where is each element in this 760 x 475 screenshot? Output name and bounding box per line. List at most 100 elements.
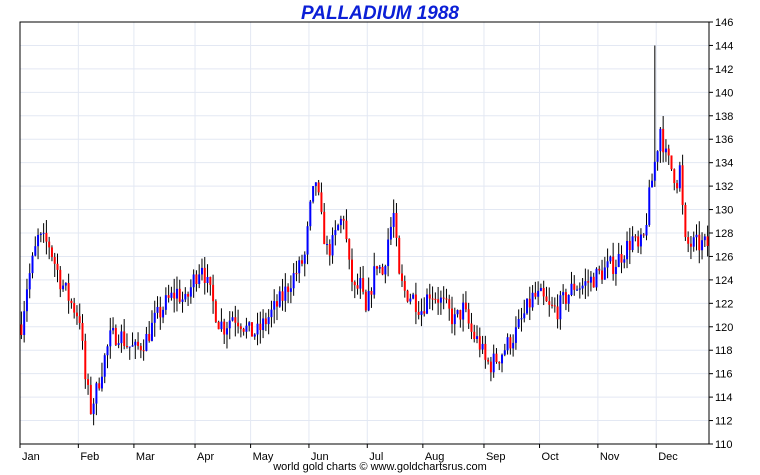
price-bar-body bbox=[217, 321, 220, 330]
price-bar-body bbox=[581, 285, 584, 289]
price-bar-body bbox=[245, 325, 248, 332]
price-bar-body bbox=[89, 384, 92, 415]
price-bar-body bbox=[551, 304, 554, 306]
price-bar-body bbox=[678, 165, 681, 189]
price-bar-body bbox=[206, 276, 209, 283]
x-tick-label: Jul bbox=[369, 451, 383, 463]
price-bar-body bbox=[462, 302, 465, 320]
price-bar-body bbox=[495, 353, 498, 363]
price-bar-body bbox=[139, 345, 142, 351]
price-bar-body bbox=[603, 267, 606, 280]
price-bar-body bbox=[273, 301, 276, 310]
price-bar-body bbox=[223, 321, 226, 335]
price-bar-body bbox=[487, 359, 490, 362]
y-tick-label: 122 bbox=[715, 298, 733, 310]
price-bar-body bbox=[481, 343, 484, 350]
price-bar-body bbox=[417, 311, 420, 315]
price-bar-body bbox=[370, 290, 373, 295]
y-tick-label: 132 bbox=[715, 181, 733, 193]
price-bar-body bbox=[184, 293, 187, 300]
x-tick-label: May bbox=[253, 451, 274, 463]
price-bar-body bbox=[292, 273, 295, 289]
price-bar-body bbox=[303, 254, 306, 264]
price-bar-body bbox=[645, 225, 648, 236]
price-bar-body bbox=[492, 353, 495, 373]
price-bar-body bbox=[562, 292, 565, 296]
y-tick-label: 116 bbox=[715, 369, 733, 381]
price-bar-body bbox=[426, 294, 429, 314]
price-bar-body bbox=[473, 331, 476, 339]
price-bar-body bbox=[628, 240, 631, 251]
price-bar-body bbox=[517, 319, 520, 328]
price-bar-body bbox=[167, 295, 170, 298]
price-bar-body bbox=[476, 336, 479, 339]
plot-frame bbox=[19, 21, 710, 445]
price-bar-body bbox=[592, 276, 595, 288]
price-bar-body bbox=[662, 128, 665, 153]
price-bar-body bbox=[362, 278, 365, 292]
price-bar-body bbox=[573, 283, 576, 290]
price-bar-body bbox=[242, 328, 245, 332]
price-bar-body bbox=[234, 317, 237, 323]
price-bar-body bbox=[701, 240, 704, 251]
price-bar-body bbox=[556, 306, 559, 320]
price-bar-body bbox=[317, 182, 320, 193]
price-bar-body bbox=[364, 291, 367, 311]
price-bar-body bbox=[453, 314, 456, 325]
x-tick-label: Dec bbox=[658, 451, 678, 463]
price-bar-body bbox=[434, 298, 437, 300]
price-bar-body bbox=[676, 183, 679, 189]
price-bar-body bbox=[137, 341, 140, 346]
x-tick-label: Aug bbox=[425, 451, 445, 463]
y-tick-label: 112 bbox=[715, 416, 733, 428]
price-bar-body bbox=[423, 311, 426, 314]
price-bar-body bbox=[353, 281, 356, 286]
price-bar-body bbox=[706, 236, 709, 246]
price-bar-body bbox=[509, 337, 512, 349]
price-bar-body bbox=[48, 241, 51, 248]
price-bar-body bbox=[567, 294, 570, 304]
price-bar-body bbox=[212, 284, 215, 302]
price-bar-body bbox=[576, 289, 579, 291]
price-bar-body bbox=[584, 281, 587, 286]
price-bar-body bbox=[281, 291, 284, 301]
price-bar-body bbox=[673, 169, 676, 184]
price-bar-body bbox=[526, 298, 529, 314]
price-bar-body bbox=[439, 297, 442, 303]
price-bar-body bbox=[598, 268, 601, 271]
price-bar-body bbox=[231, 317, 234, 321]
price-bar-body bbox=[123, 331, 126, 346]
price-bar-body bbox=[528, 298, 531, 308]
price-bar-body bbox=[345, 220, 348, 240]
price-bar-body bbox=[437, 299, 440, 303]
price-bar-body bbox=[37, 234, 40, 247]
price-bar-body bbox=[78, 316, 81, 324]
price-bar-body bbox=[639, 234, 642, 247]
price-bar-body bbox=[464, 302, 467, 310]
price-bar-body bbox=[384, 266, 387, 275]
price-bar-body bbox=[112, 327, 115, 331]
price-bar-body bbox=[342, 218, 345, 221]
price-bar-body bbox=[103, 355, 106, 377]
price-bar-body bbox=[478, 336, 481, 350]
price-bar-body bbox=[656, 151, 659, 162]
price-bar-body bbox=[209, 276, 212, 285]
price-bar-body bbox=[264, 318, 267, 325]
price-bar-body bbox=[50, 247, 53, 258]
price-bar-body bbox=[320, 192, 323, 212]
y-tick-label: 128 bbox=[715, 228, 733, 240]
y-tick-label: 124 bbox=[715, 275, 733, 287]
price-bar-body bbox=[350, 259, 353, 282]
price-bar-body bbox=[39, 233, 42, 235]
price-bar-body bbox=[470, 323, 473, 332]
price-bar-body bbox=[398, 237, 401, 274]
price-bar-body bbox=[220, 321, 223, 330]
price-bar-body bbox=[387, 239, 390, 267]
price-bar-body bbox=[501, 354, 504, 364]
price-bar-body bbox=[203, 267, 206, 283]
price-bar-body bbox=[484, 343, 487, 360]
price-bar-body bbox=[348, 239, 351, 260]
price-bar-body bbox=[420, 311, 423, 315]
price-bar-body bbox=[28, 273, 31, 290]
y-tick-label: 118 bbox=[715, 345, 733, 357]
